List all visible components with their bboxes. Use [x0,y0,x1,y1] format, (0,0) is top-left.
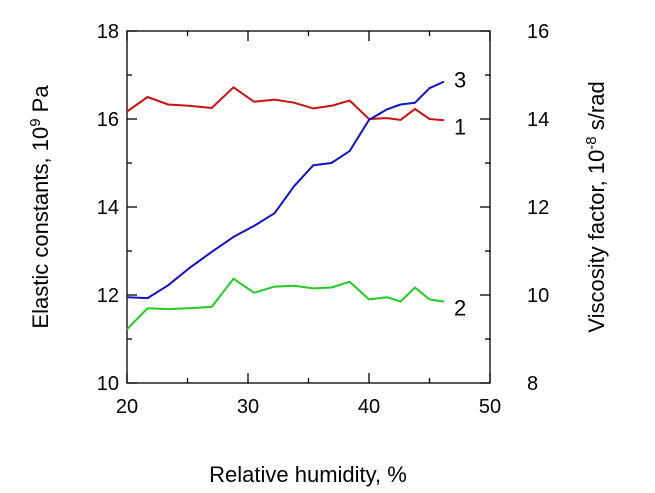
y-right-tick-label: 10 [527,285,549,307]
y-left-tick-label: 10 [97,373,119,395]
y-left-tick-label: 18 [97,21,119,43]
series-label-1: 1 [454,114,466,139]
y-right-tick-label: 16 [527,21,549,43]
y-right-axis-title-main: Viscosity factor, 10 [584,150,609,333]
series-line-2 [126,277,445,330]
plot-frame [126,30,491,384]
y-left-axis-title-sup: 9 [27,118,44,126]
y-left-tick-label: 14 [97,197,119,219]
series-line-3 [126,80,445,300]
y-right-axis-title-unit: s/rad [584,81,609,136]
series-lines [126,80,445,330]
series-labels: 1 2 3 [454,68,466,321]
y-right-tick-label: 14 [527,109,549,131]
x-tick-label: 50 [479,396,501,418]
y-left-axis-title: Elastic constants, 109 Pa [27,85,54,329]
x-tick-label: 20 [116,396,138,418]
y-left-axis-title-unit: Pa [28,85,53,119]
y-left-axis-title-main: Elastic constants, 10 [28,127,53,329]
x-tick-label: 30 [237,396,259,418]
series-label-2: 2 [454,296,466,321]
y-left-tick-label: 12 [97,285,119,307]
y-right-tick-label: 12 [527,197,549,219]
series-label-3: 3 [454,68,466,93]
series-line-1 [126,86,445,122]
x-tick-label: 40 [358,396,380,418]
y-right-axis-title: Viscosity factor, 10-8 s/rad [583,81,610,332]
y-right-tick-label: 8 [527,373,538,395]
y-left-tick-label: 16 [97,109,119,131]
x-axis-title: Relative humidity, % [209,462,407,487]
y-right-axis-title-sup: -8 [583,136,600,149]
